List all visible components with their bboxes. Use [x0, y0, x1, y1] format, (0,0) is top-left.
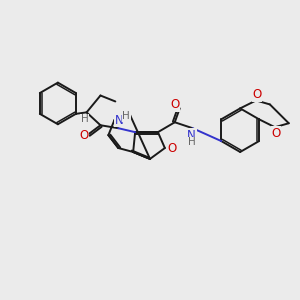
- Text: H: H: [81, 114, 88, 124]
- Text: O: O: [271, 127, 280, 140]
- Text: N: N: [187, 129, 196, 142]
- Text: O: O: [79, 129, 88, 142]
- Text: O: O: [252, 88, 262, 101]
- Text: O: O: [170, 98, 179, 111]
- Text: H: H: [122, 111, 130, 121]
- Text: H: H: [188, 137, 196, 147]
- Text: O: O: [167, 142, 176, 154]
- Text: N: N: [115, 114, 124, 127]
